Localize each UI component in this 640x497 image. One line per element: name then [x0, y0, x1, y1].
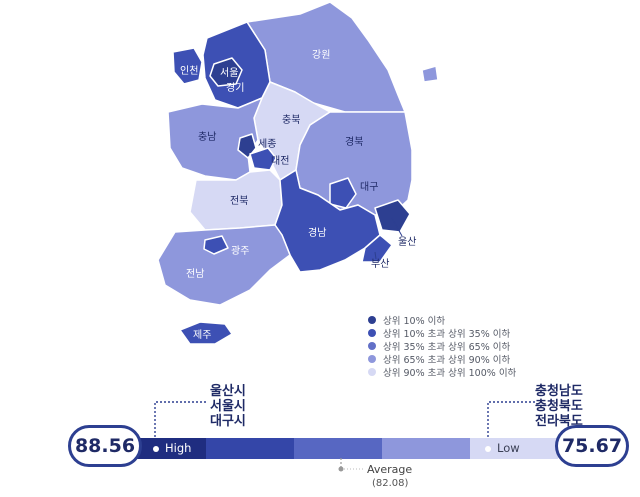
high-city: 서울시	[210, 399, 246, 414]
legend-label: 상위 90% 초과 상위 100% 이하	[383, 367, 517, 379]
legend-label: 상위 10% 초과 상위 35% 이하	[383, 328, 511, 340]
average-label: Average	[367, 463, 413, 476]
label-jeju: 제주	[193, 329, 211, 341]
label-gangwon: 강원	[312, 49, 330, 61]
label-chungbuk: 충북	[282, 114, 300, 126]
region-daegu[interactable]	[329, 177, 357, 209]
average-value: (82.08)	[372, 478, 409, 489]
scale-segment-top90	[382, 438, 470, 459]
ulsan-pointer	[391, 217, 403, 237]
label-ulsan: 울산	[398, 236, 416, 248]
low-city: 충청북도	[535, 399, 583, 414]
label-incheon: 인천	[180, 65, 198, 77]
legend-item: 상위 90% 초과 상위 100% 이하	[368, 365, 517, 379]
legend-swatch	[368, 341, 376, 350]
legend-swatch	[368, 315, 376, 324]
label-gyeongbuk: 경북	[345, 135, 363, 148]
label-daegu: 대구	[360, 181, 378, 193]
legend-label: 상위 10% 이하	[383, 315, 446, 327]
average-pointer	[338, 458, 363, 472]
label-jeonbuk: 전북	[230, 195, 248, 207]
legend-label: 상위 35% 초과 상위 65% 이하	[383, 341, 511, 353]
island-east	[421, 65, 439, 83]
legend-swatch	[368, 367, 376, 376]
low-callout-line	[487, 401, 535, 442]
region-busan[interactable]	[361, 234, 393, 263]
scale-segment-top65	[294, 438, 382, 459]
korea-map: 강원 경기 인천 서울 충북 충남 세종 대전 경북 대구 전북 경남 울산 부…	[157, 1, 439, 345]
low-dot	[485, 446, 491, 452]
high-dot	[153, 446, 159, 452]
scale-segment-top100	[470, 438, 558, 459]
legend-item: 상위 35% 초과 상위 65% 이하	[368, 339, 516, 353]
high-city: 울산시	[210, 384, 246, 399]
region-daejeon[interactable]	[249, 147, 277, 171]
scale-segment-top35	[206, 438, 294, 459]
legend-item: 상위 10% 이하	[368, 313, 516, 327]
region-jeju[interactable]	[179, 321, 233, 345]
region-gwangju[interactable]	[203, 235, 229, 255]
low-city: 충청남도	[535, 384, 583, 399]
label-daejeon: 대전	[271, 155, 289, 167]
high-cities: 울산시 서울시 대구시	[210, 384, 246, 429]
busan-pointer	[374, 251, 377, 260]
high-value-badge: 88.56	[68, 425, 142, 467]
region-jeonnam[interactable]	[157, 224, 291, 306]
high-callout-line	[154, 401, 206, 442]
map-legend: 상위 10% 이하 상위 10% 초과 상위 35% 이하 상위 35% 초과 …	[368, 313, 517, 379]
high-city: 대구시	[210, 414, 246, 429]
high-label: High	[165, 441, 192, 455]
legend-label: 상위 65% 초과 상위 90% 이하	[383, 354, 511, 366]
legend-swatch	[368, 328, 376, 337]
legend-item: 상위 65% 초과 상위 90% 이하	[368, 352, 516, 366]
label-busan: 부산	[371, 258, 389, 270]
region-incheon[interactable]	[172, 47, 203, 85]
region-seoul[interactable]	[209, 57, 243, 87]
label-gyeongnam: 경남	[308, 226, 326, 239]
legend-swatch	[368, 354, 376, 363]
label-seoul: 서울	[220, 67, 238, 79]
low-label: Low	[497, 441, 520, 455]
label-gyeonggi: 경기	[226, 81, 244, 94]
low-cities: 충청남도 충청북도 전라북도	[535, 384, 583, 429]
region-ulsan[interactable]	[374, 199, 411, 233]
label-chungnam: 충남	[198, 131, 216, 143]
label-sejong: 세종	[258, 138, 276, 150]
label-gwangju: 광주	[231, 245, 249, 257]
legend-item: 상위 10% 초과 상위 35% 이하	[368, 326, 516, 340]
label-jeonnam: 전남	[186, 268, 204, 280]
low-value-badge: 75.67	[555, 425, 629, 467]
